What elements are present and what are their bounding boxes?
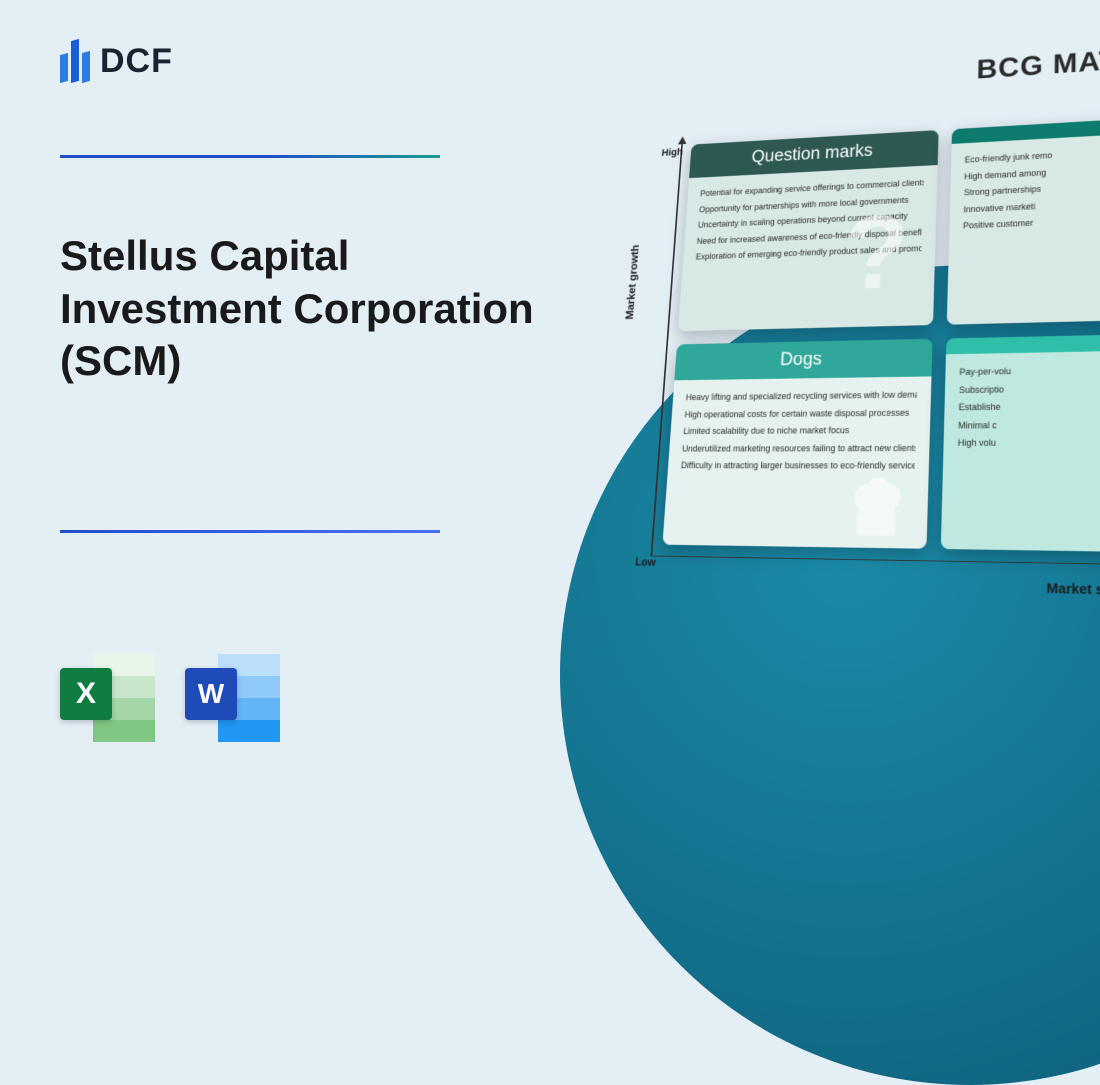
dog-watermark-icon bbox=[836, 465, 909, 548]
cell-body: Pay-per-volu Subscriptio Establishe Mini… bbox=[941, 349, 1100, 554]
app-icons: X W bbox=[60, 650, 280, 745]
y-axis-low-label: Low bbox=[635, 556, 656, 568]
cell-cash-cows: Pay-per-volu Subscriptio Establishe Mini… bbox=[941, 332, 1100, 553]
cell-body: ? Potential for expanding service offeri… bbox=[678, 165, 938, 331]
cell-body: Heavy lifting and specialized recycling … bbox=[662, 376, 931, 548]
cell-dogs: Dogs Heavy lifting and specialized recyc… bbox=[662, 339, 932, 549]
x-axis-label: Market share bbox=[1047, 580, 1100, 598]
list-item: Establishe bbox=[958, 396, 1100, 417]
logo: DCF bbox=[60, 40, 173, 82]
question-mark-watermark-icon: ? bbox=[840, 152, 912, 332]
page-title: Stellus Capital Investment Corporation (… bbox=[60, 230, 560, 388]
list-item: Subscriptio bbox=[959, 378, 1100, 399]
list-item: Limited scalability due to niche market … bbox=[683, 422, 916, 441]
matrix-title: BCG MATRIX bbox=[976, 41, 1100, 86]
cell-stars: Eco-friendly junk remo High demand among… bbox=[947, 113, 1100, 325]
cell-header: Dogs bbox=[674, 339, 932, 381]
list-item: Difficulty in attracting larger business… bbox=[680, 457, 915, 475]
list-item: High operational costs for certain waste… bbox=[684, 404, 917, 423]
x-axis-line bbox=[650, 555, 1100, 566]
y-axis-high-label: High bbox=[661, 147, 683, 159]
excel-badge-letter: X bbox=[60, 668, 112, 720]
cell-question-marks: Question marks ? Potential for expanding… bbox=[678, 130, 939, 331]
cell-body: Eco-friendly junk remo High demand among… bbox=[947, 129, 1100, 325]
excel-icon: X bbox=[60, 650, 155, 745]
word-badge-letter: W bbox=[185, 668, 237, 720]
list-item: Underutilized marketing resources failin… bbox=[682, 440, 916, 458]
divider-bottom bbox=[60, 530, 440, 533]
list-item: Heavy lifting and specialized recycling … bbox=[685, 387, 917, 407]
word-icon: W bbox=[185, 650, 280, 745]
logo-text: DCF bbox=[100, 42, 173, 81]
list-item: Minimal c bbox=[958, 415, 1100, 435]
cell-header bbox=[946, 332, 1100, 354]
logo-bars-icon bbox=[60, 40, 90, 82]
y-axis-label: Market growth bbox=[623, 244, 641, 319]
divider-top bbox=[60, 155, 440, 158]
list-item: High volu bbox=[957, 434, 1100, 453]
bcg-matrix: BCG MATRIX High Low Market growth Market… bbox=[620, 60, 1100, 580]
list-item: Eco-friendly junk remo bbox=[964, 139, 1100, 169]
list-item: Pay-per-volu bbox=[959, 360, 1100, 382]
